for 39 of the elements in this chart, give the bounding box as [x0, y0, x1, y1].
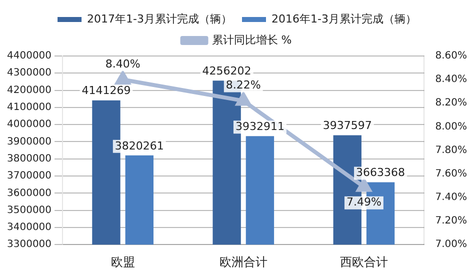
y2-tick-label: 7.20%	[435, 216, 468, 227]
y-tick-label: 4300000	[6, 68, 52, 79]
y-tick-label: 3700000	[6, 170, 52, 182]
y-tick-label: 3600000	[6, 188, 52, 199]
y2-tick-label: 8.20%	[435, 98, 468, 109]
y2-tick-label: 8.40%	[435, 74, 468, 86]
y-tick-label: 4400000	[6, 50, 52, 62]
point	[356, 178, 372, 192]
x-tick-label: 西欧合计	[340, 254, 388, 269]
legend-label: 2016年1-3月累计完成（辆）	[272, 12, 416, 26]
y-tick-label: 3900000	[6, 136, 52, 148]
point	[116, 72, 130, 85]
data-label: 4256202	[202, 64, 252, 78]
y-tick-label: 4200000	[6, 84, 52, 96]
legend-label: 2017年1-3月累计完成（辆）	[87, 12, 232, 26]
data-label: 4141269	[82, 84, 131, 98]
y2-tick-label: 8.00%	[435, 121, 468, 132]
y2-tick-label: 7.80%	[435, 144, 468, 156]
data-label: 3932911	[235, 120, 284, 133]
y2-tick-label: 7.00%	[435, 239, 468, 250]
y-tick-label: 3400000	[6, 222, 52, 234]
y-tick-label: 4000000	[6, 119, 52, 130]
y2-tick-label: 7.60%	[435, 168, 468, 180]
data-label: 8.40%	[105, 57, 140, 70]
y-tick-label: 4100000	[6, 102, 52, 114]
data-label: 3937597	[322, 119, 372, 132]
y-tick-label: 3500000	[6, 204, 52, 216]
data-label: 3820261	[114, 139, 164, 152]
y2-tick-label: 8.60%	[435, 50, 468, 62]
y2-tick-label: 7.40%	[435, 192, 468, 204]
y-tick-label: 3800000	[6, 153, 52, 164]
data-label: 3663368	[356, 166, 406, 180]
x-tick-label: 欧盟	[110, 254, 135, 269]
data-label: 8.22%	[226, 78, 261, 92]
y-tick-label: 3300000	[6, 239, 52, 250]
data-label: 7.49%	[346, 196, 382, 209]
x-tick-label: 欧洲合计	[219, 254, 268, 269]
legend-label: 累计同比增长 %	[212, 33, 292, 46]
point	[236, 92, 251, 106]
